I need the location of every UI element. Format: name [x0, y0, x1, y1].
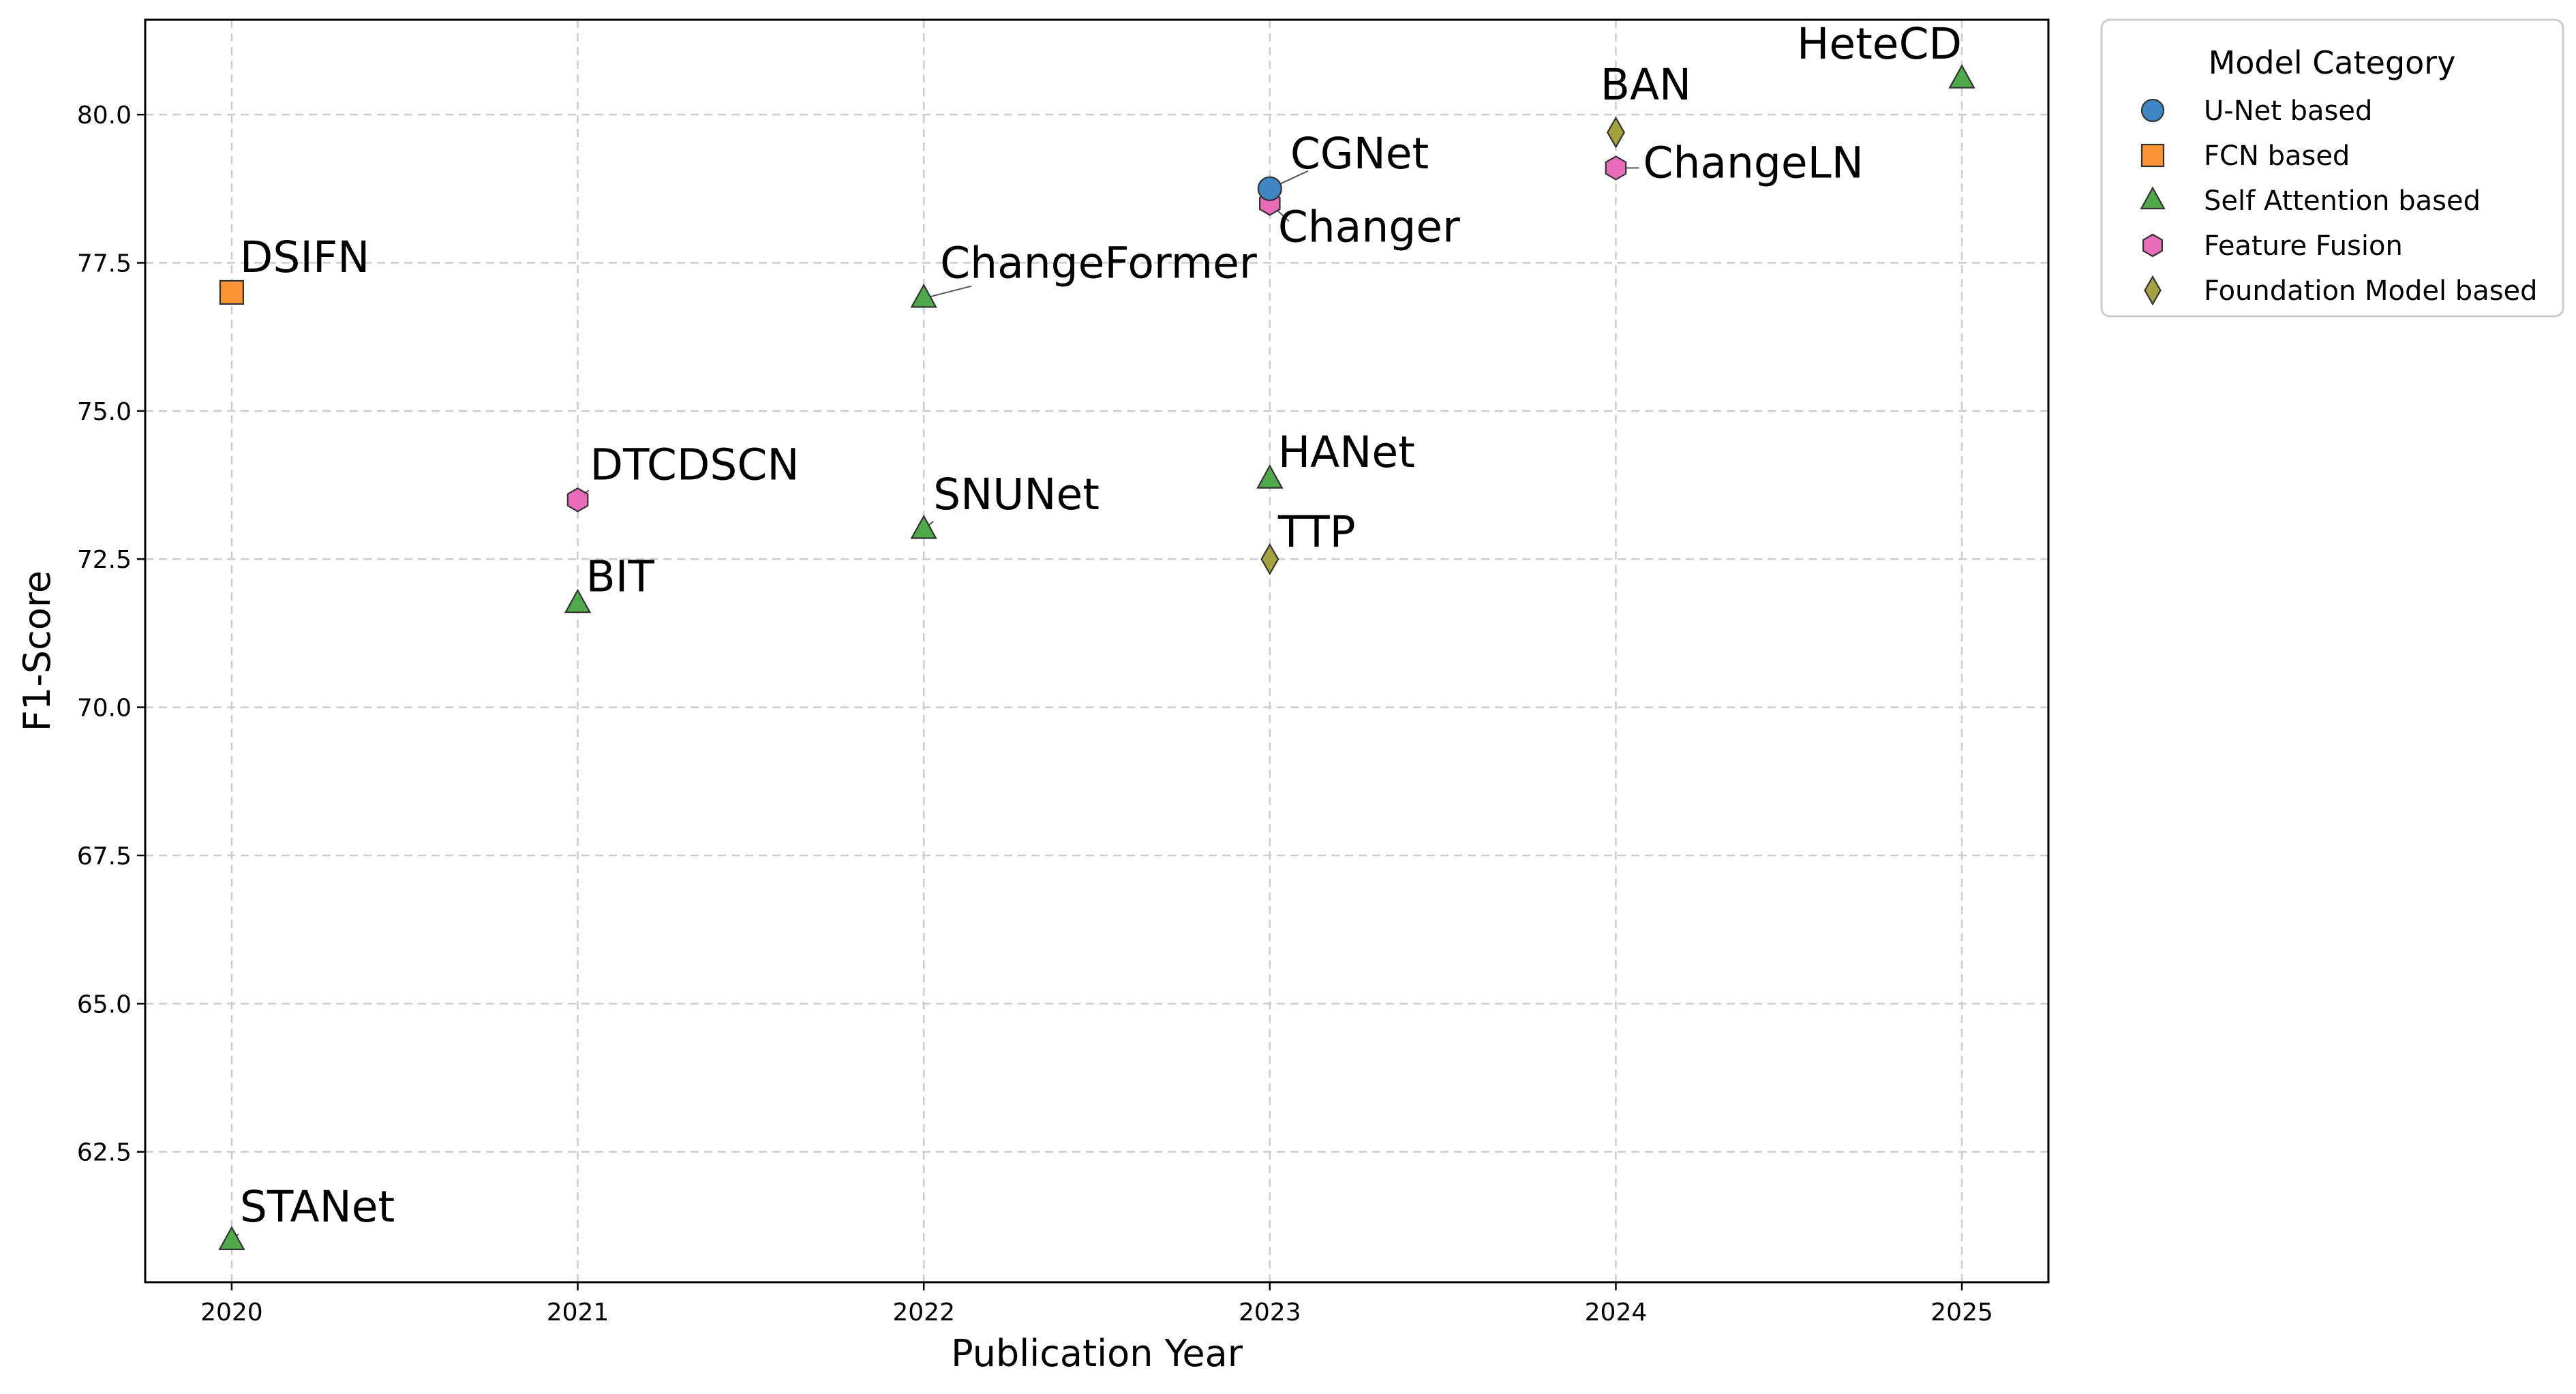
- data-label: DTCDSCN: [590, 440, 800, 489]
- y-tick-label: 65.0: [77, 990, 132, 1018]
- y-tick-label: 67.5: [77, 843, 132, 870]
- data-point-hexagon-marker: [1605, 155, 1627, 181]
- y-tick-label: 77.5: [77, 249, 132, 277]
- data-label: STANet: [240, 1182, 395, 1232]
- data-points: [218, 64, 1975, 1251]
- x-tick-label: 2021: [547, 1299, 609, 1327]
- x-axis-label: Publication Year: [951, 1332, 1243, 1375]
- legend-triangle-marker: [2140, 186, 2166, 210]
- label-leader-lines: [231, 167, 1639, 1241]
- data-label: ChangeFormer: [940, 239, 1257, 288]
- legend-label: Foundation Model based: [2204, 275, 2538, 307]
- data-label: DSIFN: [240, 232, 369, 282]
- data-labels: STANet DSIFN BIT DTCDSCN SNUNet ChangeFormer T…: [240, 19, 1962, 1232]
- data-point-circle-marker: [1257, 176, 1282, 201]
- data-point-triangle-marker: [218, 1226, 245, 1251]
- grid-lines: [145, 20, 2048, 1282]
- data-point-hexagon-marker: [566, 487, 589, 513]
- data-point-diamond-marker: [1260, 543, 1279, 575]
- data-point-triangle-marker: [1948, 64, 1975, 89]
- leader-line: [923, 285, 972, 299]
- data-label: BAN: [1601, 60, 1691, 110]
- legend-label: U-Net based: [2204, 95, 2372, 127]
- axis-ticks: 2020 2021 2022 2023 2024 2025 62.5 65.0 67.5 70.0…: [77, 102, 1993, 1327]
- legend-label: Feature Fusion: [2204, 230, 2403, 262]
- plot-area-frame: [144, 18, 2050, 1284]
- legend: Model Category U-Net based FCN based Self …: [2100, 18, 2564, 318]
- legend-circle-marker: [2140, 98, 2165, 123]
- x-tick-label: 2024: [1585, 1299, 1648, 1327]
- data-label: TTP: [1277, 507, 1356, 557]
- data-point-triangle-marker: [910, 283, 937, 308]
- x-tick-label: 2025: [1930, 1299, 1993, 1327]
- data-label: ChangeLN: [1643, 138, 1863, 187]
- data-label: BIT: [586, 551, 655, 601]
- x-tick-label: 2020: [200, 1299, 263, 1327]
- data-label: SNUNet: [933, 470, 1100, 519]
- data-point-square-marker: [219, 279, 245, 305]
- legend-label: Self Attention based: [2204, 185, 2481, 217]
- legend-diamond-marker: [2144, 275, 2162, 306]
- y-tick-label: 72.5: [77, 546, 132, 574]
- data-label: HANet: [1278, 427, 1415, 477]
- y-tick-label: 62.5: [77, 1139, 132, 1167]
- legend-hexagon-marker: [2142, 233, 2163, 258]
- data-point-diamond-marker: [1606, 116, 1625, 149]
- data-point-triangle-marker: [910, 514, 937, 539]
- y-tick-label: 75.0: [77, 398, 132, 426]
- legend-square-marker: [2140, 143, 2165, 168]
- data-label: HeteCD: [1797, 19, 1962, 69]
- data-point-triangle-marker: [564, 588, 592, 613]
- data-point-triangle-marker: [1256, 464, 1284, 489]
- data-label: CGNet: [1290, 129, 1429, 179]
- y-axis-label: F1-Score: [16, 571, 59, 731]
- legend-entries: U-Net based FCN based Self Attention based…: [2140, 95, 2538, 307]
- x-tick-label: 2023: [1239, 1299, 1301, 1327]
- legend-frame: [2100, 18, 2564, 318]
- legend-title: Model Category: [2209, 44, 2456, 81]
- x-tick-label: 2022: [892, 1299, 955, 1327]
- data-label: Changer: [1278, 202, 1460, 252]
- y-tick-label: 70.0: [77, 695, 132, 723]
- y-tick-label: 80.0: [77, 102, 132, 130]
- legend-label: FCN based: [2204, 140, 2350, 172]
